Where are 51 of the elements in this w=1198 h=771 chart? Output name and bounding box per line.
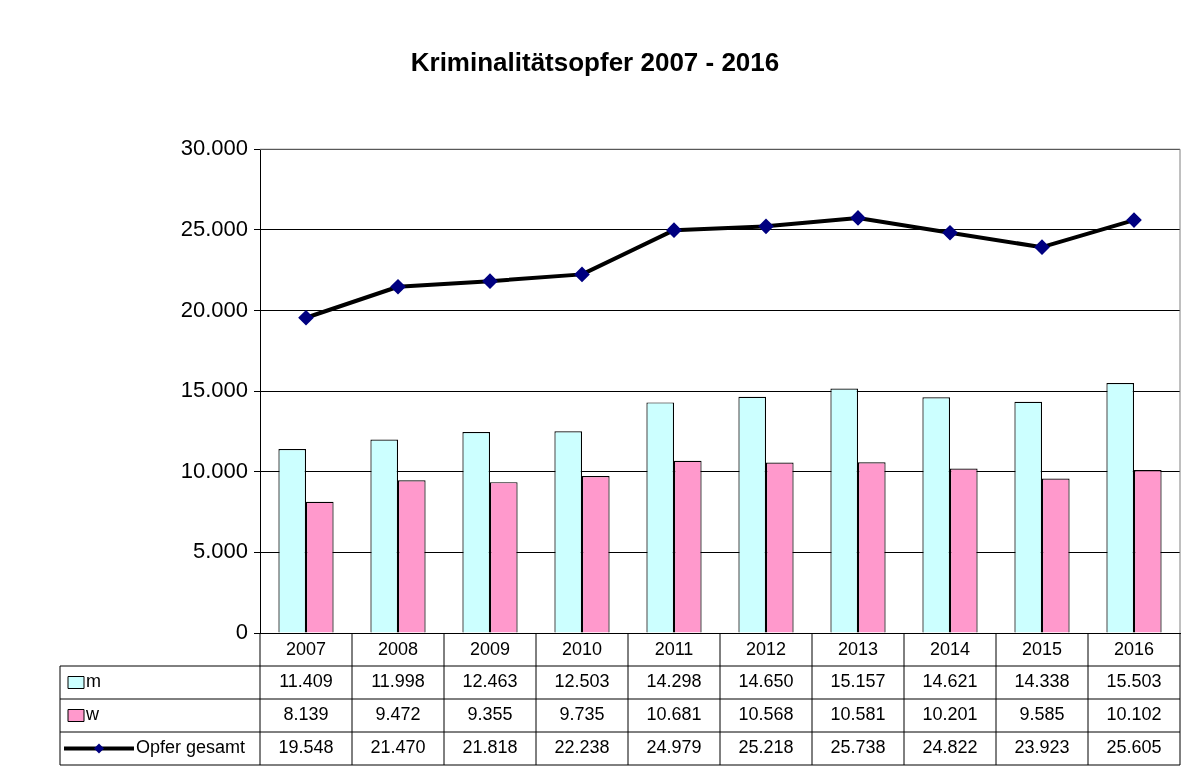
y-tick-label: 0	[235, 619, 248, 645]
x-tick-label: 2008	[377, 638, 419, 659]
y-tick-label: 30.000	[180, 135, 248, 161]
data-label: 14.338	[1014, 671, 1070, 692]
data-label: 25.605	[1106, 737, 1162, 758]
legend-label: m	[86, 671, 101, 692]
legend-label: w	[85, 704, 100, 725]
data-label: 9.585	[1019, 704, 1065, 725]
data-label: 9.472	[375, 704, 421, 725]
data-label: 22.238	[554, 737, 610, 758]
x-tick-label: 2013	[837, 638, 879, 659]
x-tick-label: 2014	[929, 638, 971, 659]
y-tick-label: 5.000	[192, 538, 248, 564]
data-label: 8.139	[283, 704, 329, 725]
x-tick-label: 2007	[285, 638, 327, 659]
data-label: 25.738	[830, 737, 886, 758]
data-label: 24.979	[646, 737, 702, 758]
y-tick-label: 10.000	[180, 457, 248, 483]
data-label: 10.568	[738, 704, 794, 725]
data-label: 11.409	[279, 671, 333, 692]
data-label: 14.298	[646, 671, 702, 692]
data-label: 14.650	[738, 671, 794, 692]
x-tick-label: 2012	[745, 638, 787, 659]
data-label: 10.201	[922, 704, 978, 725]
data-label: 9.355	[467, 704, 513, 725]
data-label: 25.218	[738, 737, 794, 758]
y-tick-label: 15.000	[180, 377, 248, 403]
data-label: 10.581	[830, 704, 886, 725]
data-label: 23.923	[1014, 737, 1070, 758]
x-tick-label: 2009	[469, 638, 511, 659]
data-label: 10.681	[646, 704, 702, 725]
data-label: 11.998	[371, 671, 425, 692]
x-tick-label: 2011	[654, 638, 694, 659]
data-label: 21.470	[370, 737, 426, 758]
x-tick-label: 2016	[1113, 638, 1155, 659]
y-tick-label: 25.000	[180, 215, 248, 241]
data-label: 9.735	[559, 704, 605, 725]
data-label: 19.548	[278, 737, 334, 758]
data-label: 12.463	[462, 671, 518, 692]
legend-label: Opfer gesamt	[136, 737, 246, 758]
y-tick-label: 20.000	[180, 296, 248, 322]
x-tick-label: 2015	[1021, 638, 1063, 659]
x-tick-label: 2010	[561, 638, 603, 659]
data-label: 15.503	[1106, 671, 1162, 692]
data-label: 21.818	[462, 737, 518, 758]
data-label: 12.503	[554, 671, 610, 692]
data-label: 24.822	[922, 737, 978, 758]
data-label: 15.157	[830, 671, 886, 692]
data-label: 10.102	[1106, 704, 1162, 725]
data-label: 14.621	[922, 671, 978, 692]
chart-title: Kriminalitätsopfer 2007 - 2016	[410, 46, 780, 77]
